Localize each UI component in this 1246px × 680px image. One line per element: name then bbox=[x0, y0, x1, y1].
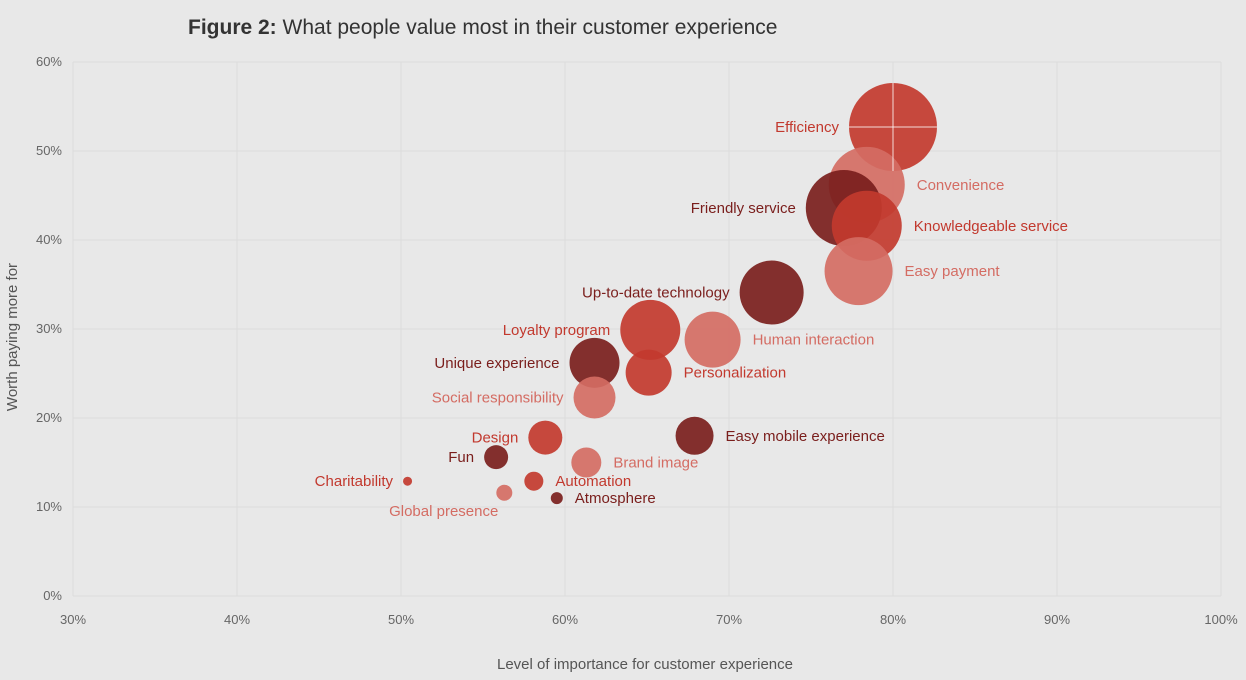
x-tick-label: 40% bbox=[224, 612, 250, 627]
bubble-label-design: Design bbox=[472, 430, 519, 447]
y-tick-label: 30% bbox=[36, 321, 62, 336]
bubble-label-efficiency: Efficiency bbox=[775, 119, 839, 136]
chart-title: Figure 2: What people value most in thei… bbox=[188, 16, 777, 40]
bubble-label-easy-payment: Easy payment bbox=[905, 263, 1001, 280]
bubble-up-to-date-technology bbox=[739, 260, 804, 325]
bubble-social-responsibility bbox=[573, 376, 616, 419]
bubble-label-atmosphere: Atmosphere bbox=[575, 490, 656, 507]
x-tick-label: 90% bbox=[1044, 612, 1070, 627]
bubble-easy-payment bbox=[824, 237, 893, 306]
bubble-charitability bbox=[403, 476, 413, 486]
bubble-atmosphere bbox=[550, 492, 563, 505]
bubble-personalization bbox=[625, 349, 672, 396]
chart-title-text: What people value most in their customer… bbox=[282, 16, 778, 39]
bubble-label-charitability: Charitability bbox=[315, 473, 394, 490]
x-axis-title: Level of importance for customer experie… bbox=[497, 656, 793, 673]
chart-title-prefix: Figure 2: bbox=[188, 16, 277, 39]
x-tick-label: 50% bbox=[388, 612, 414, 627]
bubble-label-global-presence: Global presence bbox=[389, 503, 498, 520]
bubble-automation bbox=[524, 471, 544, 491]
y-tick-label: 60% bbox=[36, 54, 62, 69]
tick-layer: 30% 40% 50% 60% 70% 80% 90% 100% 0% 10% 20% 30% 40% 5… bbox=[36, 54, 1238, 627]
bubble-label-loyalty-program: Loyalty program bbox=[503, 322, 611, 339]
bubble-easy-mobile-experience bbox=[675, 416, 714, 455]
x-tick-label: 70% bbox=[716, 612, 742, 627]
x-tick-label: 30% bbox=[60, 612, 86, 627]
bubble-human-interaction bbox=[684, 311, 741, 368]
bubble-label-knowledgeable-service: Knowledgeable service bbox=[914, 218, 1068, 235]
x-tick-label: 60% bbox=[552, 612, 578, 627]
bubble-label-unique-experience: Unique experience bbox=[434, 355, 559, 372]
bubble-unique-experience bbox=[569, 337, 620, 388]
grid-layer bbox=[72, 61, 1222, 597]
bubble-label-convenience: Convenience bbox=[917, 177, 1005, 194]
bubble-label-brand-image: Brand image bbox=[613, 455, 698, 472]
bubble-design bbox=[528, 420, 563, 455]
bubble-label-human-interaction: Human interaction bbox=[753, 332, 875, 349]
y-tick-label: 0% bbox=[43, 588, 62, 603]
bubble-label-fun: Fun bbox=[448, 449, 474, 466]
bubble-brand-image bbox=[571, 447, 602, 478]
y-tick-label: 20% bbox=[36, 410, 62, 425]
bubble-label-friendly-service: Friendly service bbox=[691, 200, 796, 217]
bubble-layer bbox=[403, 82, 937, 505]
x-tick-label: 80% bbox=[880, 612, 906, 627]
bubble-label-personalization: Personalization bbox=[684, 365, 787, 382]
bubble-label-easy-mobile-experience: Easy mobile experience bbox=[726, 428, 885, 445]
bubble-global-presence bbox=[496, 484, 513, 501]
label-layer: Efficiency Convenience Friendly service Kno… bbox=[315, 82, 1068, 520]
y-tick-label: 50% bbox=[36, 143, 62, 158]
y-tick-label: 40% bbox=[36, 232, 62, 247]
bubble-fun bbox=[484, 445, 509, 470]
y-axis-title: Worth paying more for bbox=[4, 263, 21, 411]
bubble-label-social-responsibility: Social responsibility bbox=[432, 390, 564, 407]
y-tick-label: 10% bbox=[36, 499, 62, 514]
x-tick-label: 100% bbox=[1204, 612, 1238, 627]
bubble-label-up-to-date-technology: Up-to-date technology bbox=[582, 285, 730, 302]
bubble-label-automation: Automation bbox=[555, 473, 631, 490]
bubble-loyalty-program bbox=[620, 299, 681, 360]
